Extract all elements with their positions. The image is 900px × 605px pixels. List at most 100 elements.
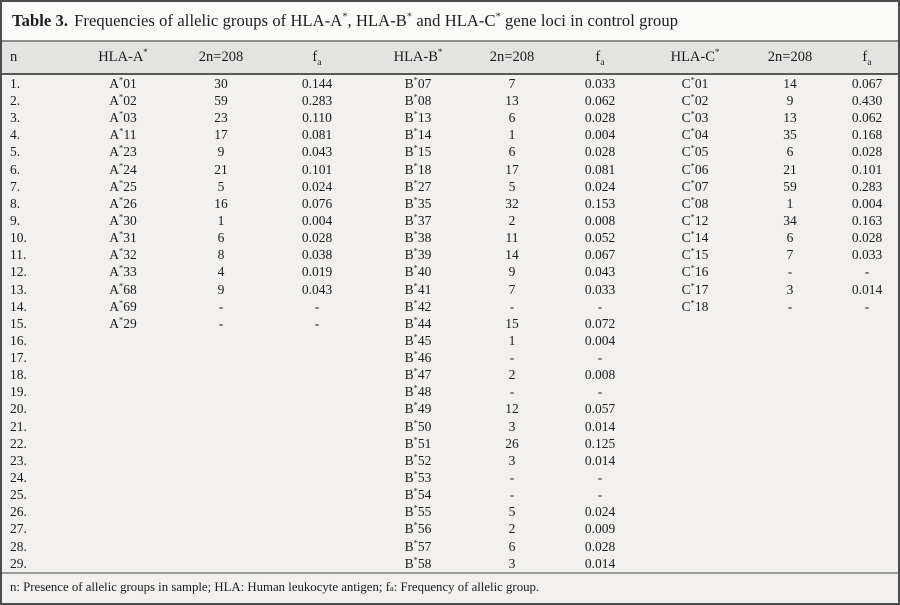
cell-b: B*44 [404, 315, 432, 331]
cell-cn: 35 [783, 127, 797, 143]
cell-cf: 0.101 [851, 161, 883, 177]
table-row: 17. B*46 - - [2, 349, 898, 366]
cell-c: C*04 [681, 126, 709, 143]
cell-bf: 0.004 [584, 332, 616, 348]
cell-bf: 0.062 [584, 92, 616, 108]
cell-b: B*46 [404, 349, 432, 366]
cell-a: A*68 [109, 281, 137, 297]
cell-af: 0.024 [301, 178, 333, 194]
fa-subscript: a [600, 56, 605, 68]
cell-b: B*54 [404, 486, 432, 503]
cell-bn: 2 [508, 521, 516, 537]
cell-bn: 15 [505, 315, 519, 331]
cell-a: A*25 [109, 178, 137, 194]
cell-n: 22. [10, 435, 27, 451]
table-row: 26. B*55 5 0.024 [2, 504, 898, 521]
table-row: 6. A*24 21 0.101 B*18 17 0.081 C*06 21 0.101 [2, 161, 898, 178]
cell-an: 5 [217, 178, 225, 194]
cell-cf: 0.062 [851, 110, 883, 126]
header-hla-c: HLA-C* [670, 47, 720, 65]
cell-bn: 3 [508, 555, 516, 571]
cell-bn: 5 [508, 178, 516, 194]
cell-bn: 11 [505, 230, 519, 246]
cell-c: C*05 [681, 143, 709, 160]
cell-bf: 0.009 [584, 521, 616, 537]
cell-an: 30 [214, 75, 228, 91]
table-row: 27. B*56 2 0.009 [2, 521, 898, 538]
asterisk-superscript: * [437, 47, 443, 58]
cell-cn: 1 [786, 195, 794, 211]
cell-bf: 0.014 [584, 418, 616, 434]
cell-bf: 0.014 [584, 555, 616, 571]
cell-n: 14. [10, 298, 27, 314]
cell-a: A*33 [109, 263, 137, 280]
cell-c: C*03 [681, 109, 709, 126]
cell-a: A*32 [109, 246, 137, 263]
cell-cn: 14 [783, 75, 797, 91]
cell-cn: 9 [786, 92, 794, 108]
table-row: 4. A*11 17 0.081 B*14 1 0.004 C*04 35 0.168 [2, 126, 898, 143]
table-row: 18. B*47 2 0.008 [2, 366, 898, 383]
cell-n: 5. [10, 144, 21, 160]
header-divider [2, 73, 898, 75]
cell-af: 0.283 [301, 92, 333, 108]
table-row: 10. A*31 6 0.028 B*38 11 0.052 C*14 6 0.028 [2, 229, 898, 246]
cell-b: B*45 [404, 332, 432, 348]
cell-n: 28. [10, 538, 27, 554]
cell-bn: - [509, 298, 515, 314]
cell-bf: 0.008 [584, 367, 616, 383]
cell-an: 1 [217, 212, 225, 228]
cell-b: B*38 [404, 229, 432, 246]
cell-c: C*01 [681, 75, 709, 91]
table-row: 11. A*32 8 0.038 B*39 14 0.067 C*15 7 0.033 [2, 246, 898, 263]
cell-b: B*49 [404, 400, 432, 417]
header-fa-a: fa [312, 49, 322, 68]
header-count-a: 2n=208 [198, 49, 244, 65]
cell-n: 15. [10, 315, 27, 331]
cell-cn: 7 [786, 247, 794, 263]
cell-bf: 0.153 [584, 195, 616, 211]
cell-af: 0.144 [301, 75, 333, 91]
cell-af: 0.004 [301, 212, 333, 228]
header-hla-b: HLA-B* [393, 47, 443, 65]
cell-a: A*01 [109, 75, 137, 91]
cell-b: B*57 [404, 538, 432, 554]
cell-bn: 14 [505, 247, 519, 263]
cell-bf: 0.024 [584, 504, 616, 520]
cell-b: B*42 [404, 298, 432, 314]
table-row: 1. A*01 30 0.144 B*07 7 0.033 C*01 14 0.067 [2, 75, 898, 92]
cell-af: 0.038 [301, 247, 333, 263]
cell-cf: 0.028 [851, 230, 883, 246]
cell-a: A*26 [109, 195, 137, 211]
cell-bn: 2 [508, 212, 516, 228]
cell-an: 17 [214, 127, 228, 143]
cell-bf: 0.125 [584, 435, 616, 451]
table-row: 22. B*51 26 0.125 [2, 435, 898, 452]
cell-an: 4 [217, 264, 225, 280]
cell-n: 16. [10, 332, 27, 348]
cell-n: 27. [10, 521, 27, 537]
cell-b: B*14 [404, 126, 432, 143]
cell-bn: 5 [508, 504, 516, 520]
cell-b: B*18 [404, 161, 432, 177]
cell-bf: 0.028 [584, 144, 616, 160]
cell-b: B*56 [404, 520, 432, 537]
cell-b: B*07 [404, 75, 432, 91]
cell-bn: 7 [508, 75, 516, 91]
cell-bn: 12 [505, 401, 519, 417]
cell-a: A*24 [109, 161, 137, 177]
cell-cn: 13 [783, 110, 797, 126]
cell-cf: 0.004 [851, 195, 883, 211]
cell-c: C*16 [681, 263, 709, 280]
cell-b: B*40 [404, 263, 432, 280]
cell-bn: 1 [508, 332, 516, 348]
cell-cf: - [864, 298, 870, 314]
table-title: Table 3. Frequencies of allelic groups o… [2, 2, 898, 40]
cell-bn: 7 [508, 281, 516, 297]
cell-n: 29. [10, 555, 27, 571]
table-row: 3. A*03 23 0.110 B*13 6 0.028 C*03 13 0.062 [2, 109, 898, 126]
cell-an: 9 [217, 144, 225, 160]
cell-n: 11. [10, 247, 27, 263]
cell-a: A*31 [109, 229, 137, 246]
